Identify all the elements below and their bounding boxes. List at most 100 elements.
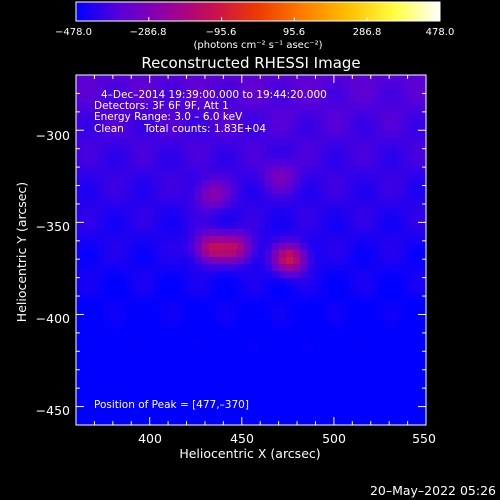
heatmap-cell: [195, 264, 203, 272]
x-tick-label: 400: [138, 431, 162, 446]
heatmap-cell: [118, 145, 126, 153]
heatmap-cell: [195, 243, 203, 251]
heatmap-cell: [181, 208, 189, 216]
heatmap-cell: [202, 404, 210, 412]
heatmap-cell: [328, 131, 336, 139]
heatmap-cell: [251, 96, 259, 104]
heatmap-cell: [258, 299, 266, 307]
heatmap-cell: [391, 257, 399, 265]
heatmap-cell: [153, 208, 161, 216]
heatmap-cell: [398, 306, 406, 314]
heatmap-cell: [300, 201, 308, 209]
heatmap-cell: [363, 397, 371, 405]
heatmap-cell: [153, 348, 161, 356]
heatmap-cell: [139, 124, 147, 132]
heatmap-cell: [139, 236, 147, 244]
heatmap-cell: [160, 313, 168, 321]
heatmap-cell: [153, 404, 161, 412]
heatmap-cell: [370, 418, 378, 425]
heatmap-cell: [195, 306, 203, 314]
heatmap-cell: [132, 334, 140, 342]
heatmap-cell: [118, 411, 126, 419]
heatmap-cell: [377, 215, 385, 223]
heatmap-cell: [83, 278, 91, 286]
heatmap-cell: [328, 117, 336, 125]
heatmap-cell: [118, 271, 126, 279]
heatmap-cell: [384, 320, 392, 328]
heatmap-cell: [216, 271, 224, 279]
heatmap-cell: [293, 383, 301, 391]
heatmap-cell: [384, 222, 392, 230]
heatmap-cell: [419, 236, 426, 244]
heatmap-cell: [279, 369, 287, 377]
heatmap-cell: [160, 173, 168, 181]
heatmap-cell: [209, 124, 217, 132]
heatmap-cell: [125, 96, 133, 104]
heatmap-cell: [307, 257, 315, 265]
plot-frame: [75, 74, 427, 426]
heatmap-cell: [321, 327, 329, 335]
heatmap-cell: [181, 362, 189, 370]
heatmap-cell: [272, 75, 280, 83]
heatmap-cell: [251, 152, 259, 160]
heatmap-cell: [321, 250, 329, 258]
heatmap-cell: [293, 257, 301, 265]
heatmap-cell: [265, 355, 273, 363]
heatmap-cell: [384, 82, 392, 90]
heatmap-cell: [139, 362, 147, 370]
heatmap-cell: [167, 138, 175, 146]
heatmap-cell: [153, 173, 161, 181]
heatmap-cell: [209, 152, 217, 160]
heatmap-cell: [125, 152, 133, 160]
heatmap-cell: [342, 236, 350, 244]
heatmap-cell: [300, 208, 308, 216]
heatmap-cell: [195, 138, 203, 146]
heatmap-cell: [307, 236, 315, 244]
heatmap-cell: [146, 117, 154, 125]
heatmap-cell: [258, 320, 266, 328]
heatmap-cell: [160, 292, 168, 300]
heatmap-cell: [188, 334, 196, 342]
heatmap-cell: [202, 173, 210, 181]
heatmap-cell: [377, 264, 385, 272]
heatmap-cell: [349, 369, 357, 377]
heatmap-cell: [377, 173, 385, 181]
heatmap-cell: [209, 355, 217, 363]
heatmap-cell: [188, 215, 196, 223]
heatmap-cell: [167, 257, 175, 265]
heatmap-cell: [265, 341, 273, 349]
heatmap-cell: [146, 103, 154, 111]
heatmap-cell: [405, 271, 413, 279]
heatmap-cell: [153, 313, 161, 321]
heatmap-cell: [132, 271, 140, 279]
heatmap-cell: [139, 292, 147, 300]
heatmap-cell: [363, 404, 371, 412]
heatmap-cell: [272, 264, 280, 272]
heatmap-cell: [272, 159, 280, 167]
heatmap-cell: [279, 201, 287, 209]
heatmap-cell: [398, 117, 406, 125]
heatmap-cell: [293, 187, 301, 195]
heatmap-cell: [391, 397, 399, 405]
heatmap-cell: [160, 180, 168, 188]
heatmap-cell: [153, 369, 161, 377]
heatmap-cell: [125, 299, 133, 307]
heatmap-cell: [153, 82, 161, 90]
heatmap-cell: [188, 89, 196, 97]
heatmap-cell: [398, 278, 406, 286]
heatmap-cell: [174, 236, 182, 244]
heatmap-cell: [216, 341, 224, 349]
heatmap-cell: [244, 117, 252, 125]
heatmap-cell: [174, 152, 182, 160]
heatmap-cell: [272, 243, 280, 251]
heatmap-cell: [188, 292, 196, 300]
heatmap-cell: [83, 138, 91, 146]
heatmap-cell: [300, 341, 308, 349]
heatmap-cell: [230, 166, 238, 174]
heatmap-cell: [328, 138, 336, 146]
heatmap-cell: [412, 369, 420, 377]
heatmap-cell: [188, 194, 196, 202]
heatmap-cell: [174, 404, 182, 412]
heatmap-cell: [97, 82, 105, 90]
heatmap-cell: [258, 229, 266, 237]
